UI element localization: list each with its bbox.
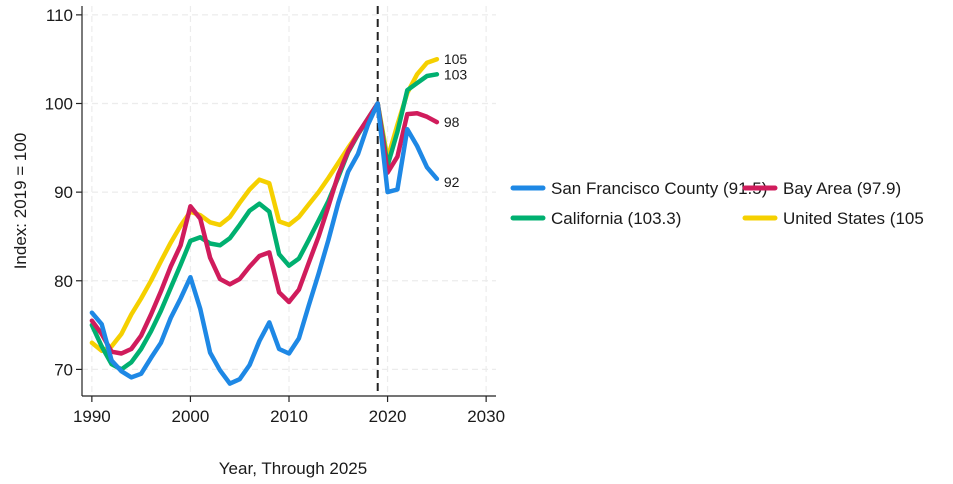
x-axis-title: Year, Through 2025 [219,459,367,478]
legend-label: United States (105 [783,209,924,228]
end-label: 103 [444,66,468,82]
grid [82,6,496,396]
x-tick-label: 2000 [172,407,210,426]
legend-label: San Francisco County (91.5) [551,179,767,198]
axes: 70 80 90 100 110 1990 2000 2010 2020 2030 [45,6,505,426]
x-tick-label: 1990 [73,407,111,426]
x-tick-label: 2030 [467,407,505,426]
x-tick-label: 2010 [270,407,308,426]
end-label: 92 [444,174,460,190]
legend-label: California (103.3) [551,209,681,228]
x-tick-label: 2020 [369,407,407,426]
y-tick-label: 70 [54,360,73,379]
end-label: 98 [444,114,460,130]
series-group [89,56,440,386]
legend: San Francisco County (91.5) Bay Area (97.… [510,179,924,228]
y-axis-title: Index: 2019 = 100 [11,133,30,270]
y-tick-label: 90 [54,183,73,202]
end-label: 105 [444,51,468,67]
legend-label: Bay Area (97.9) [783,179,901,198]
series-line [89,101,440,386]
y-tick-label: 100 [45,95,73,114]
series-line [89,101,440,356]
y-tick-label: 110 [46,6,73,25]
y-tick-label: 80 [54,272,73,291]
